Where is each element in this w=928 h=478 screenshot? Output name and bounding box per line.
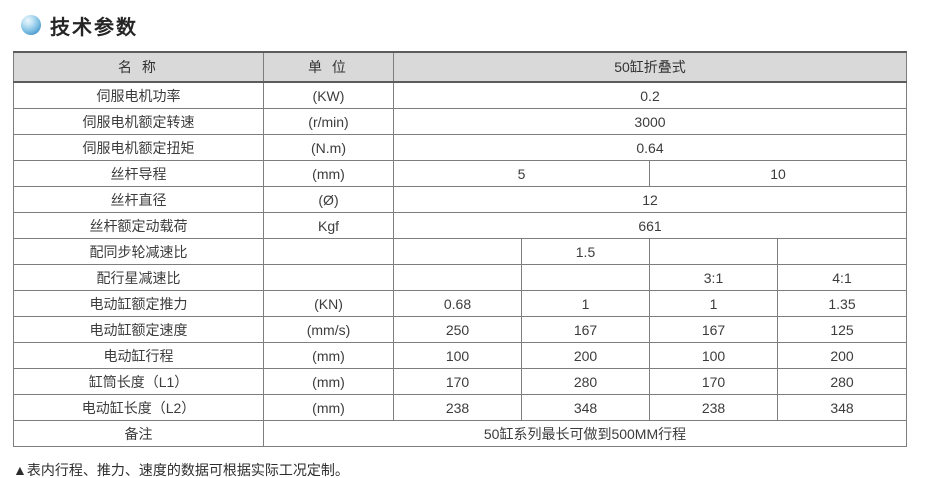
- table-row-remark: 备注 50缸系列最长可做到500MM行程: [13, 420, 908, 447]
- row-unit: (mm): [263, 160, 394, 187]
- row-value: 200: [521, 342, 650, 369]
- table-row-servo-rated-torque: 伺服电机额定扭矩 (N.m) 0.64: [13, 134, 908, 161]
- row-value: 238: [649, 394, 778, 421]
- row-label: 电动缸额定推力: [13, 290, 264, 317]
- row-value: 170: [393, 368, 522, 395]
- row-value: 0.2: [392, 81, 908, 109]
- row-value: 661: [392, 212, 908, 239]
- row-value: 348: [776, 394, 908, 421]
- spec-table: 名 称 单 位 50缸折叠式 伺服电机功率 (KW) 0.2 伺服电机额定转速 …: [13, 51, 908, 447]
- row-value: 167: [521, 316, 650, 343]
- row-label: 备注: [13, 420, 264, 447]
- row-value: 1.5: [521, 238, 650, 265]
- table-row-screw-dynamic-load: 丝杆额定动载荷 Kgf 661: [13, 212, 908, 239]
- row-label: 电动缸行程: [13, 342, 264, 369]
- row-value: 10: [648, 160, 908, 187]
- row-value: [393, 264, 522, 291]
- row-unit: [263, 264, 394, 291]
- row-value: 280: [776, 368, 908, 395]
- section-title: 技术参数: [0, 0, 928, 39]
- table-header-row: 名 称 单 位 50缸折叠式: [13, 51, 908, 83]
- row-unit: (KN): [263, 290, 394, 317]
- row-label: 配同步轮减速比: [13, 238, 264, 265]
- table-row-rated-thrust: 电动缸额定推力 (KN) 0.68 1 1 1.35: [13, 290, 908, 317]
- row-value: 100: [393, 342, 522, 369]
- table-row-sync-wheel-ratio: 配同步轮减速比 1.5: [13, 238, 908, 265]
- row-value: 1: [649, 290, 778, 317]
- row-unit: [263, 238, 394, 265]
- table-row-planetary-ratio: 配行星减速比 3:1 4:1: [13, 264, 908, 291]
- row-value: [521, 264, 650, 291]
- row-value: 12: [392, 186, 908, 213]
- bullet-sphere-icon: [21, 15, 41, 35]
- row-unit: (Ø): [263, 186, 394, 213]
- row-label: 丝杆直径: [13, 186, 264, 213]
- table-row-cylinder-length-l2: 电动缸长度（L2） (mm) 238 348 238 348: [13, 394, 908, 421]
- row-value: [776, 238, 908, 265]
- row-unit: Kgf: [263, 212, 394, 239]
- row-value: 238: [393, 394, 522, 421]
- table-row-barrel-length-l1: 缸筒长度（L1） (mm) 170 280 170 280: [13, 368, 908, 395]
- row-value: 1.35: [776, 290, 908, 317]
- table-row-screw-lead: 丝杆导程 (mm) 5 10: [13, 160, 908, 187]
- row-value: [649, 238, 778, 265]
- page-title: 技术参数: [50, 16, 138, 39]
- row-label: 电动缸长度（L2）: [13, 394, 264, 421]
- header-name: 名 称: [13, 51, 264, 83]
- row-label: 伺服电机功率: [13, 81, 264, 109]
- row-value: 167: [649, 316, 778, 343]
- row-value: 5: [393, 160, 650, 187]
- row-value: 1: [521, 290, 650, 317]
- table-row-rated-speed: 电动缸额定速度 (mm/s) 250 167 167 125: [13, 316, 908, 343]
- row-value: 348: [521, 394, 650, 421]
- row-label: 电动缸额定速度: [13, 316, 264, 343]
- row-label: 伺服电机额定转速: [13, 108, 264, 135]
- row-value: 280: [521, 368, 650, 395]
- header-model: 50缸折叠式: [392, 51, 908, 83]
- row-label: 伺服电机额定扭矩: [13, 134, 264, 161]
- row-value: 100: [649, 342, 778, 369]
- row-label: 配行星减速比: [13, 264, 264, 291]
- row-value: [393, 238, 522, 265]
- remark-value: 50缸系列最长可做到500MM行程: [262, 420, 908, 447]
- row-value: 0.64: [392, 134, 908, 161]
- header-unit: 单 位: [263, 51, 394, 83]
- row-value: 0.68: [393, 290, 522, 317]
- table-row-screw-diameter: 丝杆直径 (Ø) 12: [13, 186, 908, 213]
- row-unit: (mm/s): [263, 316, 394, 343]
- row-label: 缸筒长度（L1）: [13, 368, 264, 395]
- row-unit: (mm): [263, 394, 394, 421]
- row-value: 170: [649, 368, 778, 395]
- row-value: 125: [776, 316, 908, 343]
- row-value: 250: [393, 316, 522, 343]
- row-value: 3:1: [649, 264, 778, 291]
- row-unit: (mm): [263, 368, 394, 395]
- table-row-servo-power: 伺服电机功率 (KW) 0.2: [13, 81, 908, 109]
- row-unit: (KW): [263, 81, 394, 109]
- row-label: 丝杆额定动载荷: [13, 212, 264, 239]
- row-unit: (mm): [263, 342, 394, 369]
- footnote: ▲表内行程、推力、速度的数据可根据实际工况定制。: [13, 462, 349, 478]
- row-unit: (N.m): [263, 134, 394, 161]
- row-value: 4:1: [776, 264, 908, 291]
- row-value: 3000: [392, 108, 908, 135]
- row-value: 200: [776, 342, 908, 369]
- row-unit: (r/min): [263, 108, 394, 135]
- table-row-stroke: 电动缸行程 (mm) 100 200 100 200: [13, 342, 908, 369]
- row-label: 丝杆导程: [13, 160, 264, 187]
- table-row-servo-rated-speed: 伺服电机额定转速 (r/min) 3000: [13, 108, 908, 135]
